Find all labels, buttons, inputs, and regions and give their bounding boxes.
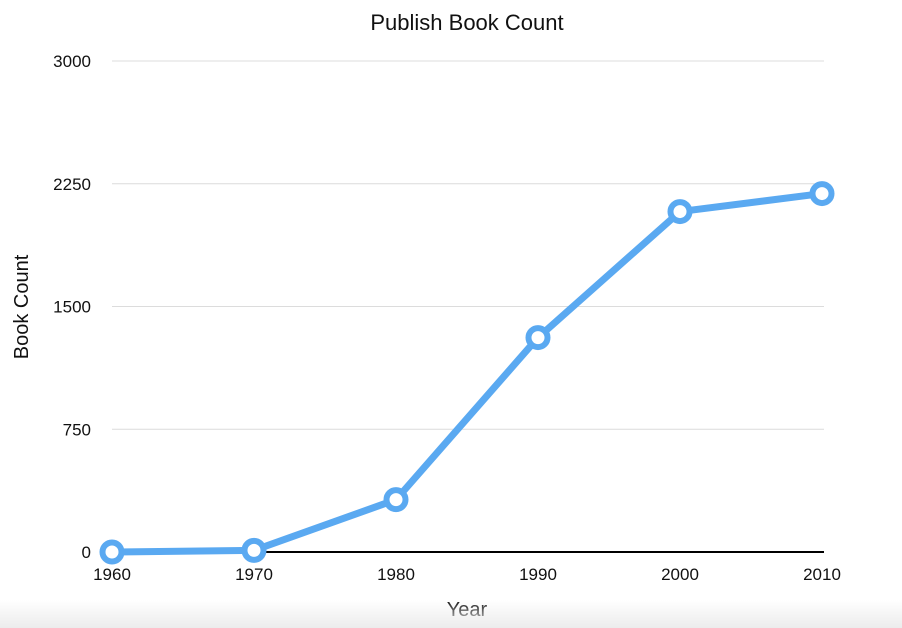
y-tick-label: 2250 (53, 175, 91, 194)
y-axis-label: Book Count (11, 254, 33, 359)
series-layer (99, 181, 835, 565)
x-axis-label: Year (447, 599, 488, 621)
data-point[interactable] (667, 199, 693, 225)
x-tick-label: 1970 (235, 565, 273, 584)
y-tick-label: 3000 (53, 52, 91, 71)
data-point[interactable] (525, 325, 551, 351)
series-line (108, 190, 826, 556)
chart-title: Publish Book Count (370, 10, 563, 35)
y-tick-labels: 0 750 1500 2250 3000 (53, 52, 91, 562)
x-tick-label: 1990 (519, 565, 557, 584)
y-tick-label: 0 (82, 543, 91, 562)
data-point[interactable] (383, 487, 409, 513)
data-point[interactable] (241, 537, 267, 563)
x-tick-label: 1980 (377, 565, 415, 584)
grid-lines (112, 60, 824, 553)
y-tick-label: 1500 (53, 298, 91, 317)
data-point[interactable] (809, 181, 835, 207)
x-tick-labels: 1960 1970 1980 1990 2000 2010 (93, 565, 841, 584)
y-tick-label: 750 (63, 420, 91, 439)
x-tick-label: 2000 (661, 565, 699, 584)
x-tick-label: 2010 (803, 565, 841, 584)
x-tick-label: 1960 (93, 565, 131, 584)
data-point[interactable] (99, 539, 125, 565)
